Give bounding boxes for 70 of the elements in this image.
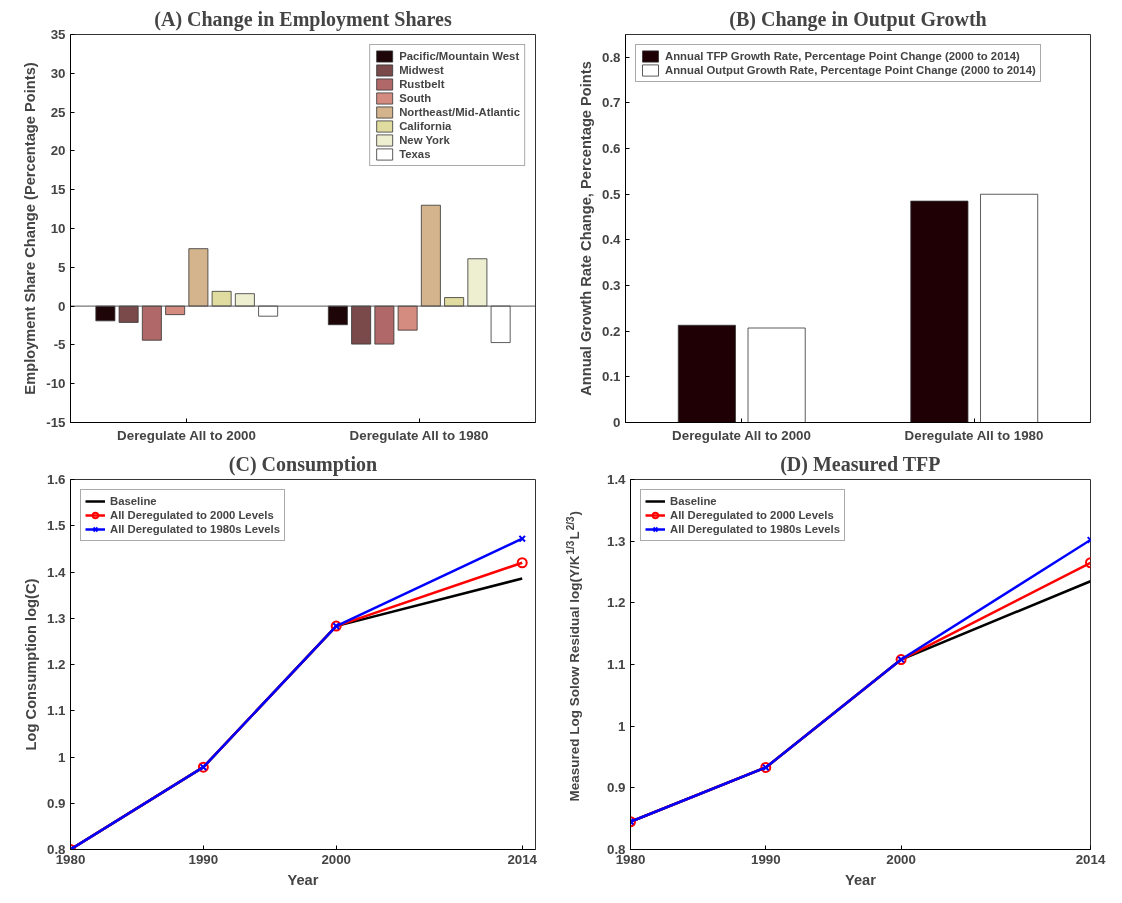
y-tick-label: 1.3 bbox=[46, 610, 66, 626]
legend-label: Rustbelt bbox=[399, 77, 445, 91]
y-tick-label: 0.5 bbox=[601, 186, 622, 202]
legend-label: Northeast/Mid-Atlantic bbox=[399, 105, 520, 119]
legend-label: New York bbox=[399, 133, 450, 147]
y-tick-label: -5 bbox=[53, 337, 67, 353]
y-tick-label: 1.2 bbox=[606, 595, 626, 611]
y-tick-label: 1 bbox=[618, 718, 627, 734]
x-tick-label: 2000 bbox=[321, 851, 352, 867]
y-tick-label: 1.4 bbox=[606, 472, 627, 487]
y-axis-title: Employment Share Change (Percentage Points) bbox=[22, 62, 39, 395]
x-axis-title: Year bbox=[845, 871, 877, 888]
x-tick-label: 2014 bbox=[1075, 851, 1106, 867]
legend-label: California bbox=[399, 119, 452, 133]
legend-label: Midwest bbox=[399, 63, 444, 77]
y-tick-label: 0.6 bbox=[601, 141, 621, 157]
legend-label: Texas bbox=[399, 147, 431, 161]
y-tick-label: 1.1 bbox=[46, 703, 67, 719]
y-axis-title: Log Consumption log(C) bbox=[22, 578, 39, 751]
x-tick-label: Deregulate All to 2000 bbox=[672, 427, 811, 443]
y-axis-title: Measured Log Solow Residual log(Y/K1/3L2/3) bbox=[564, 510, 582, 802]
chart-title: (D) Measured TFP bbox=[780, 452, 941, 476]
y-axis-title: Annual Growth Rate Change, Percentage Points bbox=[577, 61, 594, 396]
y-tick-label: 0.9 bbox=[606, 780, 626, 796]
y-tick-label: 15 bbox=[50, 182, 67, 198]
y-tick-label: 0.1 bbox=[601, 369, 622, 385]
legend-label: South bbox=[399, 91, 432, 105]
x-tick-label: 2000 bbox=[886, 851, 916, 867]
legend-label: Baseline bbox=[110, 494, 157, 508]
x-tick-label: 1990 bbox=[750, 851, 781, 867]
y-tick-label: 1 bbox=[58, 749, 67, 765]
y-tick-label: 1.4 bbox=[46, 564, 67, 580]
y-tick-label: 10 bbox=[50, 221, 66, 236]
y-tick-label: 0 bbox=[613, 415, 621, 430]
legend-label: Annual TFP Growth Rate, Percentage Point Change (2000 to 2014) bbox=[665, 49, 1020, 63]
y-tick-label: 0.8 bbox=[601, 49, 621, 65]
y-tick-label: 0.9 bbox=[46, 795, 66, 811]
x-axis-title: Year bbox=[287, 871, 319, 888]
y-tick-label: 20 bbox=[50, 143, 66, 159]
legend-label: All Deregulated to 2000 Levels bbox=[110, 508, 274, 522]
x-tick-label: Deregulate All to 1980 bbox=[349, 427, 489, 443]
y-tick-label: 1.6 bbox=[46, 472, 66, 487]
legend-label: Pacific/Mountain West bbox=[399, 49, 520, 63]
y-tick-label: 1.2 bbox=[46, 657, 66, 672]
y-tick-label: -15 bbox=[46, 415, 67, 430]
y-tick-label: 0 bbox=[58, 298, 66, 314]
y-tick-label: 1.3 bbox=[606, 533, 626, 549]
legend-label: Baseline bbox=[670, 494, 717, 508]
x-tick-label: 2014 bbox=[507, 851, 538, 867]
x-tick-label: 1990 bbox=[188, 851, 219, 867]
y-tick-label: 0.3 bbox=[601, 278, 621, 294]
legend-label: Annual Output Growth Rate, Percentage Point Change (2000 to 2014) bbox=[665, 63, 1036, 77]
y-tick-label: 5 bbox=[58, 259, 67, 275]
legend-label: All Deregulated to 1980s Levels bbox=[110, 522, 280, 536]
y-tick-label: 25 bbox=[50, 104, 67, 120]
legend-label: All Deregulated to 2000 Levels bbox=[670, 508, 834, 522]
y-tick-label: 30 bbox=[50, 65, 66, 81]
y-tick-label: 0.2 bbox=[601, 323, 621, 339]
y-tick-label: 0.7 bbox=[601, 95, 621, 111]
y-tick-label: 1.1 bbox=[606, 657, 627, 672]
y-tick-label: 35 bbox=[50, 27, 67, 42]
x-tick-label: Deregulate All to 1980 bbox=[904, 427, 1044, 443]
chart-title: (A) Change in Employment Shares bbox=[154, 7, 452, 31]
y-tick-label: 0.4 bbox=[601, 232, 622, 248]
y-tick-label: -10 bbox=[46, 376, 66, 392]
x-tick-label: Deregulate All to 2000 bbox=[117, 427, 256, 443]
chart-title: (C) Consumption bbox=[228, 452, 378, 476]
chart-title: (B) Change in Output Growth bbox=[729, 7, 987, 31]
legend-label: All Deregulated to 1980s Levels bbox=[670, 522, 840, 536]
y-tick-label: 1.5 bbox=[46, 518, 67, 534]
